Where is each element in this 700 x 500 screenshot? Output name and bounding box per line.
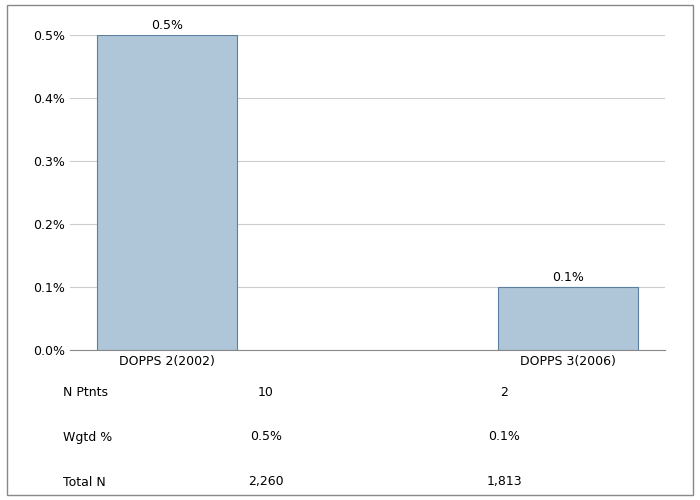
Bar <box>498 287 638 350</box>
Text: 10: 10 <box>258 386 274 398</box>
Text: 2,260: 2,260 <box>248 476 284 488</box>
Bar <box>97 35 237 350</box>
Text: 0.5%: 0.5% <box>250 430 282 444</box>
Text: Total N: Total N <box>63 476 106 488</box>
Text: 0.1%: 0.1% <box>488 430 520 444</box>
Text: N Ptnts: N Ptnts <box>63 386 108 398</box>
Text: 0.5%: 0.5% <box>151 19 183 32</box>
Text: 0.1%: 0.1% <box>552 271 584 284</box>
Text: 1,813: 1,813 <box>486 476 522 488</box>
Text: 2: 2 <box>500 386 508 398</box>
Text: Wgtd %: Wgtd % <box>63 430 112 444</box>
